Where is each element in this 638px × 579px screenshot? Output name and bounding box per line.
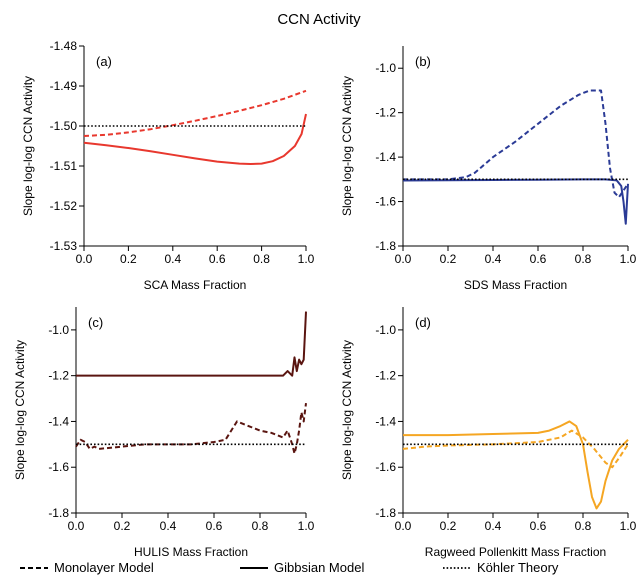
x-tick-label: 0.4	[485, 519, 502, 533]
chart-panel: -1.48 -1.49 -1.50 -1.51 -1.52 -1.530.0 0.2 0.4 0…	[21, 39, 315, 292]
x-tick-label: 1.0	[620, 252, 637, 266]
y-tick-label: -1.0	[375, 61, 396, 75]
legend-label: Köhler Theory	[477, 560, 559, 575]
y-tick-label: -1.2	[375, 106, 396, 120]
y-axis-title: Slope log-log CCN Activity	[340, 340, 354, 480]
y-tick-label: -1.51	[50, 159, 78, 173]
x-tick-label: 0.4	[160, 519, 177, 533]
panel-label: (b)	[415, 54, 431, 69]
x-tick-label: 1.0	[298, 252, 315, 266]
y-tick-label: -1.50	[50, 119, 78, 133]
chart-panel: -1.0 -1.2 -1.4 -1.6 -1.80.0 0.2 0.4 0.6 0.8 1.0 Ra…	[340, 307, 637, 559]
chart-panel: -1.0 -1.2 -1.4 -1.6 -1.80.0 0.2 0.4 0.6 0.8 1.0 HU…	[13, 307, 315, 559]
x-tick-label: 1.0	[298, 519, 315, 533]
y-axis-title: Slope log-log CCN Activity	[340, 76, 354, 216]
x-tick-label: 0.0	[395, 252, 412, 266]
y-axis-title: Slope log-log CCN Activity	[13, 340, 27, 480]
x-tick-label: 0.0	[76, 252, 93, 266]
series-line-solid	[83, 113, 307, 165]
x-tick-label: 0.2	[120, 252, 137, 266]
legend-label: Gibbsian Model	[274, 560, 364, 575]
x-tick-label: 0.6	[206, 519, 223, 533]
figure-legend: Monolayer Model Gibbsian Model Köhler Theo…	[20, 560, 559, 575]
x-axis-title: HULIS Mass Fraction	[134, 545, 248, 559]
figure-title: CCN Activity	[277, 11, 361, 28]
y-tick-label: -1.52	[50, 199, 78, 213]
y-tick-label: -1.0	[48, 323, 69, 337]
x-tick-label: 0.6	[530, 519, 547, 533]
x-axis-title: SDS Mass Fraction	[464, 278, 567, 292]
x-tick-label: 0.2	[440, 252, 457, 266]
y-tick-label: -1.8	[375, 239, 396, 253]
x-tick-label: 1.0	[620, 519, 637, 533]
series-line-dashed	[83, 89, 307, 137]
x-tick-label: 0.2	[440, 519, 457, 533]
series-line-dashed	[75, 403, 307, 455]
x-tick-label: 0.8	[575, 252, 592, 266]
x-tick-label: 0.0	[395, 519, 412, 533]
y-tick-label: -1.53	[50, 239, 78, 253]
y-axis-title: Slope log-log CCN Activity	[21, 76, 35, 216]
x-axis-title: Ragweed Pollenkitt Mass Fraction	[425, 545, 606, 559]
y-tick-label: -1.2	[375, 369, 396, 383]
chart-panel: -1.0 -1.2 -1.4 -1.6 -1.80.0 0.2 0.4 0.6 0.8 1.0 SD…	[340, 46, 637, 292]
x-tick-label: 0.2	[114, 519, 131, 533]
series-line-dashed	[402, 429, 629, 469]
x-tick-label: 0.8	[252, 519, 269, 533]
y-tick-label: -1.49	[50, 79, 78, 93]
panel-label: (a)	[96, 54, 112, 69]
series-line-solid	[403, 420, 629, 510]
y-tick-label: -1.6	[375, 460, 396, 474]
y-tick-label: -1.4	[375, 414, 396, 428]
chart-panels: -1.48-1.49-1.50-1.51-1.52-1.530.0 0.2 0.4 0…	[13, 39, 637, 559]
y-tick-label: -1.4	[48, 414, 69, 428]
x-tick-label: 0.0	[68, 519, 85, 533]
series-line-solid	[76, 311, 307, 377]
x-tick-label: 0.6	[530, 252, 547, 266]
y-tick-label: -1.6	[48, 460, 69, 474]
y-tick-label: -1.2	[48, 369, 69, 383]
panel-label: (d)	[415, 315, 431, 330]
x-tick-label: 0.8	[253, 252, 270, 266]
series-line-solid	[402, 178, 629, 225]
x-axis-title: SCA Mass Fraction	[144, 278, 247, 292]
y-tick-label: -1.8	[375, 506, 396, 520]
x-tick-label: 0.4	[164, 252, 181, 266]
x-tick-label: 0.8	[575, 519, 592, 533]
y-tick-label: -1.6	[375, 195, 396, 209]
panel-label: (c)	[88, 315, 103, 330]
x-tick-label: 0.6	[209, 252, 226, 266]
y-tick-label: -1.0	[375, 323, 396, 337]
y-tick-label: -1.4	[375, 150, 396, 164]
series-line-dashed	[403, 89, 629, 199]
x-tick-label: 0.4	[485, 252, 502, 266]
y-tick-label: -1.8	[48, 506, 69, 520]
legend-label: Monolayer Model	[54, 560, 154, 575]
y-tick-label: -1.48	[50, 39, 78, 53]
